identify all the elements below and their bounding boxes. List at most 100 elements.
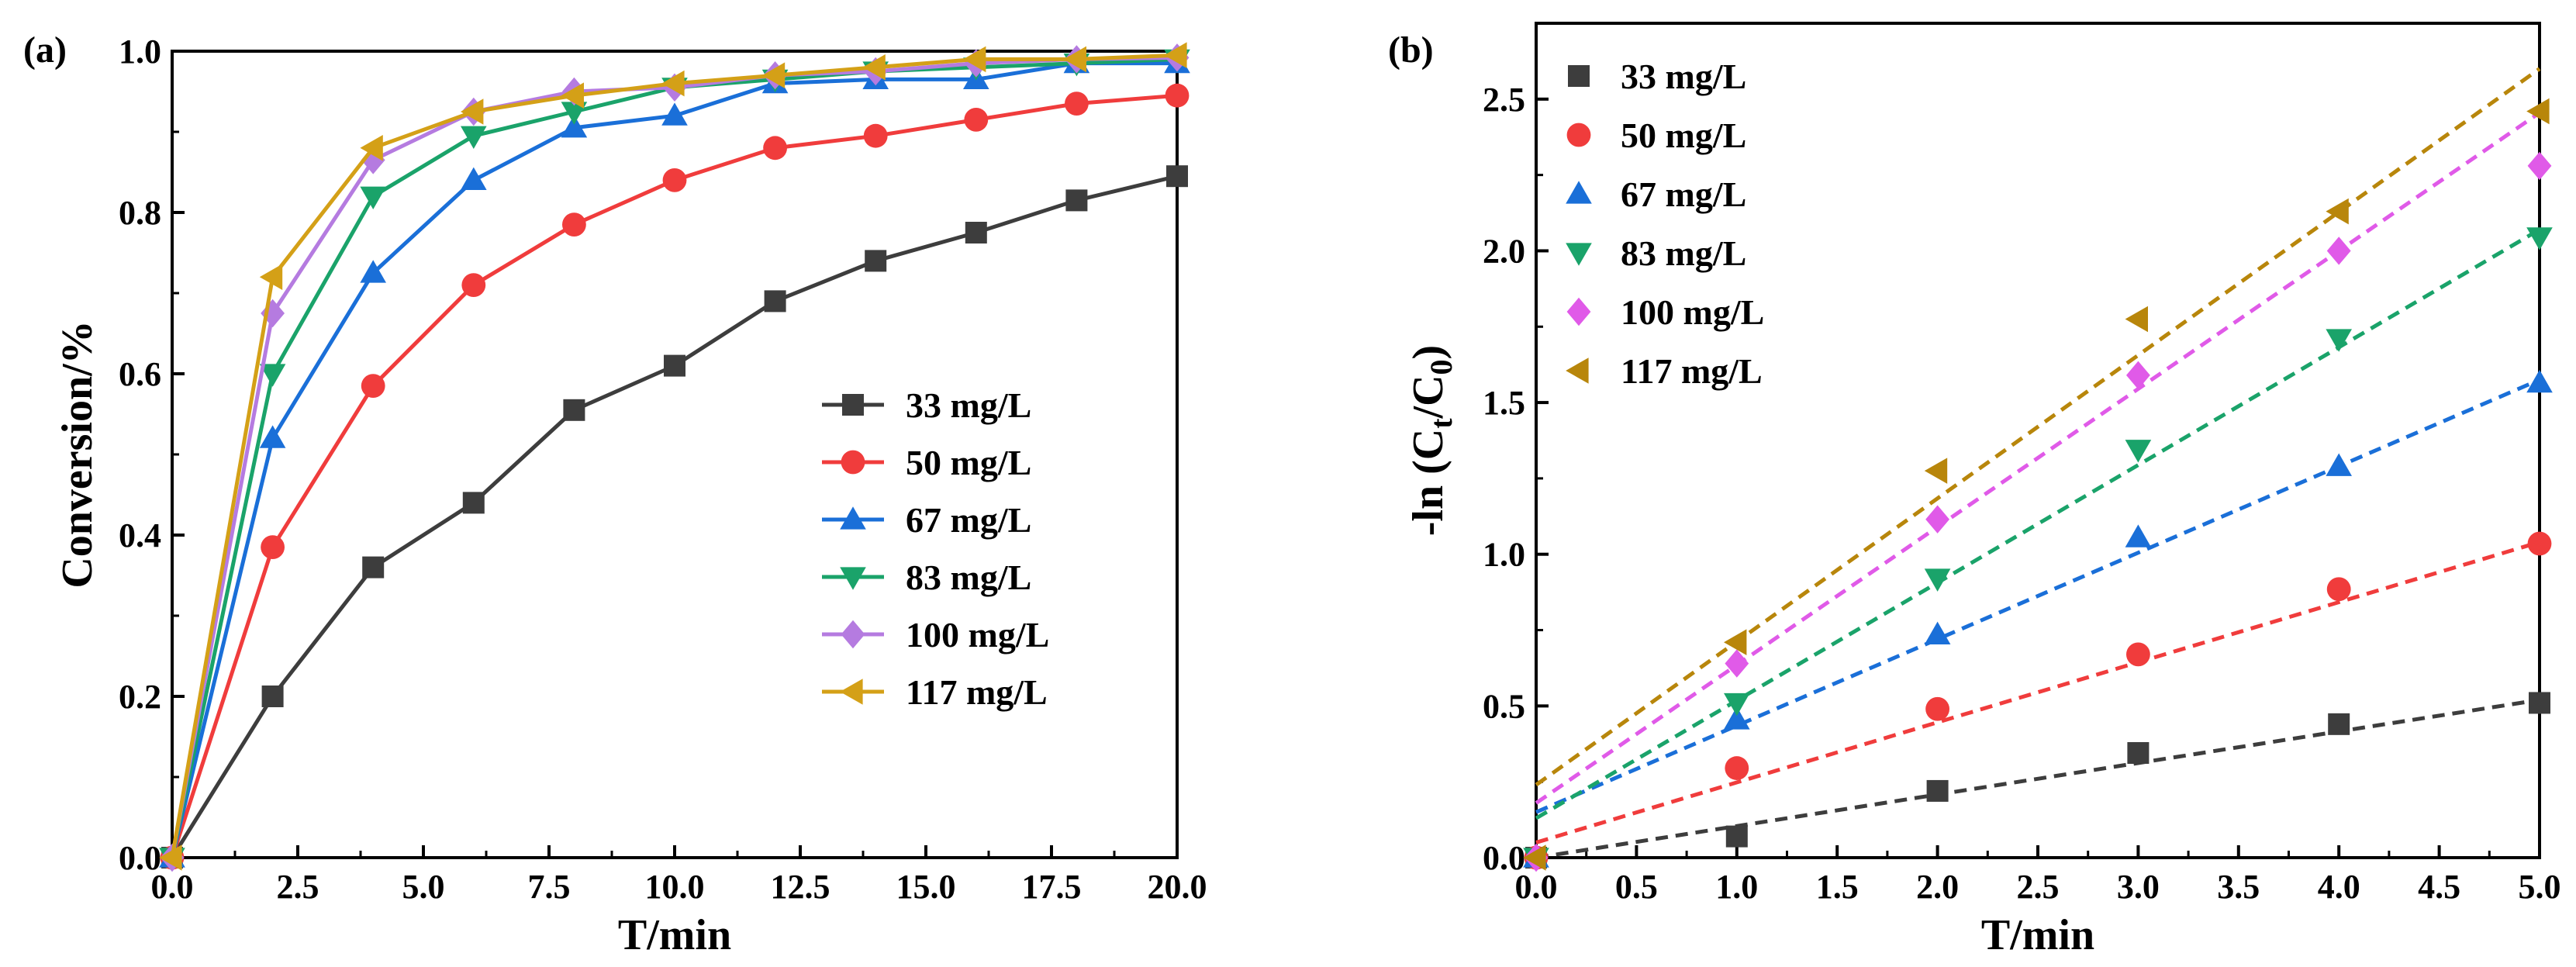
- y-tick-label: 0.5: [1483, 687, 1525, 725]
- data-point: [2526, 98, 2550, 125]
- y-axis-title-subscript: t: [1424, 418, 1459, 429]
- y-tick-label: 0.8: [119, 194, 161, 232]
- data-point: [662, 168, 687, 192]
- data-point: [561, 82, 584, 109]
- data-point: [2126, 361, 2150, 390]
- data-point: [2126, 642, 2150, 667]
- data-point: [1523, 844, 1546, 871]
- legend-marker: [1566, 181, 1592, 204]
- data-point: [965, 222, 987, 243]
- fit-line: [1535, 698, 2540, 860]
- series-100-mg-L: [160, 43, 1190, 872]
- y-tick-label: 2.0: [1483, 232, 1525, 270]
- legend-marker: [840, 679, 863, 705]
- x-tick-label: 17.5: [1022, 868, 1082, 906]
- x-tick-label: 0.5: [1615, 868, 1658, 906]
- data-point: [1725, 756, 1749, 780]
- y-tick-label: 0.4: [119, 516, 161, 554]
- y-tick-label: 1.5: [1483, 384, 1525, 422]
- legend-label: 83 mg/L: [906, 558, 1031, 597]
- legend-marker: [1566, 297, 1591, 326]
- legend-item: 33 mg/L: [822, 385, 1031, 425]
- legend-item: 83 mg/L: [1566, 233, 1746, 273]
- legend-label: 33 mg/L: [906, 385, 1031, 425]
- legend-item: 33 mg/L: [1568, 57, 1746, 96]
- data-point: [1065, 189, 1088, 212]
- data-point: [1065, 92, 1089, 116]
- x-tick-label: 2.0: [1916, 868, 1959, 906]
- data-point: [360, 260, 386, 283]
- data-point: [461, 273, 486, 297]
- fit-line: [1535, 111, 2541, 805]
- y-axis-title: -ln (Ct/C0): [1404, 345, 1459, 536]
- x-tick-label: 2.5: [2017, 868, 2060, 906]
- fit-line: [1535, 227, 2541, 820]
- panel-b: (b) 0.0 0.5 1.0 1.5 2.0 2.5 3.0 3.5 4.0 4.5 5.0 0.0 0…: [1388, 22, 2561, 959]
- x-tick-label: 15.0: [896, 868, 956, 906]
- data-point: [1925, 696, 1950, 721]
- data-point: [2125, 524, 2152, 547]
- data-point: [261, 686, 284, 707]
- legend-marker: [842, 394, 864, 416]
- legend-item: 50 mg/L: [1566, 116, 1746, 155]
- y-axis-title-part: -ln (C: [1404, 429, 1452, 536]
- legend-label: 117 mg/L: [1621, 351, 1763, 391]
- legend-label: 50 mg/L: [1621, 116, 1746, 155]
- data-point: [259, 364, 286, 387]
- data-point: [1063, 46, 1086, 73]
- y-axis-title: Conversion/%: [54, 320, 102, 588]
- y-tick-label: 0.0: [119, 839, 161, 877]
- y-axis-title-subscript: 0: [1424, 359, 1459, 375]
- y-tick-label: 0.2: [119, 678, 161, 716]
- data-point: [2127, 742, 2150, 765]
- data-point: [561, 115, 588, 138]
- x-tick-label: 0.0: [151, 868, 194, 906]
- legend-label: 100 mg/L: [1621, 292, 1764, 332]
- data-point: [2326, 453, 2352, 476]
- data-point: [2326, 329, 2352, 352]
- data-point: [1925, 505, 1949, 534]
- legend-item: 50 mg/L: [822, 443, 1031, 482]
- series-67-mg-L: [1523, 369, 2553, 868]
- data-point: [2326, 237, 2351, 265]
- data-point: [361, 374, 385, 398]
- legend-label: 67 mg/L: [1621, 174, 1746, 214]
- legend-marker: [841, 450, 865, 475]
- x-tick-label: 5.0: [402, 868, 445, 906]
- data-point: [259, 264, 283, 290]
- data-point: [461, 167, 487, 190]
- data-point: [661, 102, 688, 126]
- data-point: [865, 250, 887, 272]
- series-50-mg-L: [1524, 531, 2552, 870]
- series-117-mg-L: [159, 42, 1187, 871]
- series-33-mg-L: [161, 165, 1188, 869]
- data-point: [563, 399, 585, 421]
- data-point: [863, 123, 888, 148]
- data-point: [2125, 440, 2152, 463]
- x-axis-title: T/min: [618, 911, 731, 959]
- data-point: [561, 102, 588, 125]
- legend-marker: [1566, 243, 1592, 266]
- data-point: [360, 186, 386, 209]
- data-point: [2527, 151, 2552, 181]
- fit-line: [1535, 378, 2540, 814]
- legend-marker: [841, 620, 865, 649]
- data-point: [1725, 649, 1749, 678]
- legend-marker: [1566, 357, 1589, 384]
- y-tick-label: 0.6: [119, 355, 161, 393]
- legend-item: 117 mg/L: [1566, 351, 1763, 391]
- data-point: [1924, 568, 1951, 592]
- data-point: [1164, 42, 1187, 68]
- x-tick-label: 20.0: [1148, 868, 1207, 906]
- legend: 33 mg/L 50 mg/L 67 mg/L 83 mg/L 100 mg/L 117 …: [1566, 57, 1764, 391]
- legend-label: 117 mg/L: [906, 672, 1048, 712]
- data-point: [2125, 306, 2148, 333]
- legend: 33 mg/L 50 mg/L 67 mg/L 83 mg/L 100 mg/L 117 …: [822, 385, 1049, 712]
- x-tick-label: 1.5: [1816, 868, 1859, 906]
- x-axis-title: T/min: [1981, 911, 2094, 959]
- x-tick-label: 4.0: [2318, 868, 2360, 906]
- data-point: [259, 425, 286, 448]
- panel-label: (b): [1388, 29, 1434, 71]
- data-point: [763, 136, 787, 161]
